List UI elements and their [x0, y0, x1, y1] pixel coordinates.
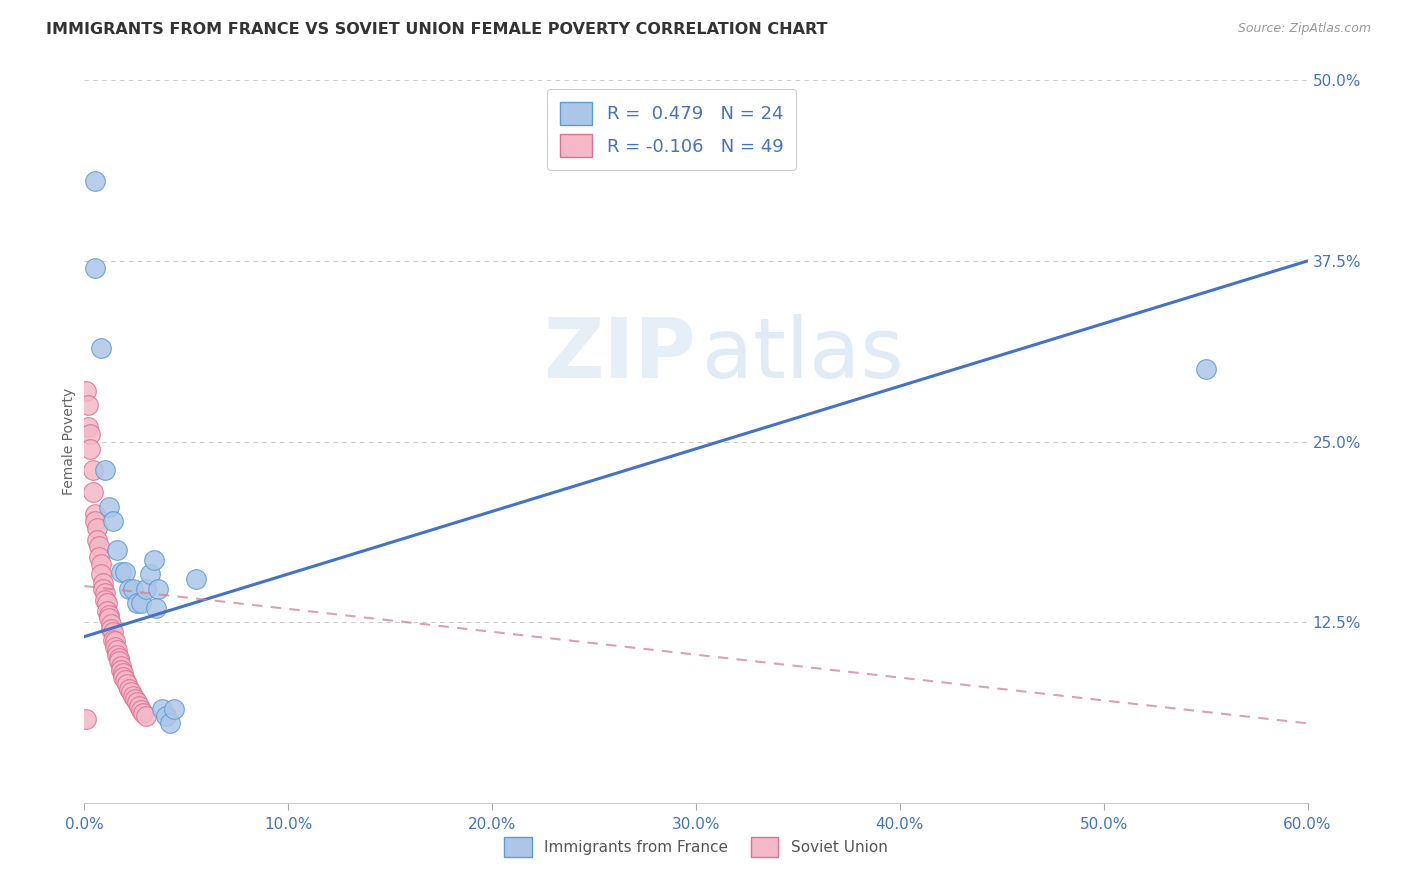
Point	[112, 670, 135, 684]
Text: IMMIGRANTS FROM FRANCE VS SOVIET UNION FEMALE POVERTY CORRELATION CHART: IMMIGRANTS FROM FRANCE VS SOVIET UNION F…	[46, 22, 828, 37]
Point	[145, 600, 167, 615]
Point	[122, 689, 145, 703]
Point	[90, 567, 112, 582]
Point	[83, 507, 105, 521]
Point	[82, 463, 104, 477]
Point	[83, 261, 105, 276]
Y-axis label: Female Poverty: Female Poverty	[62, 388, 76, 495]
Point	[110, 663, 132, 677]
Point	[101, 625, 124, 640]
Legend: Immigrants from France, Soviet Union: Immigrants from France, Soviet Union	[494, 826, 898, 867]
Point	[96, 604, 118, 618]
Point	[100, 623, 122, 637]
Point	[101, 514, 124, 528]
Text: atlas: atlas	[702, 314, 904, 395]
Point	[101, 632, 124, 647]
Point	[104, 634, 127, 648]
Point	[96, 596, 118, 610]
Point	[120, 684, 142, 698]
Point	[97, 611, 120, 625]
Point	[112, 665, 135, 680]
Point	[132, 706, 155, 721]
Point	[104, 640, 127, 654]
Point	[77, 398, 100, 412]
Point	[93, 593, 115, 607]
Point	[93, 463, 115, 477]
Point	[114, 565, 136, 579]
Point	[91, 576, 114, 591]
Point	[127, 695, 149, 709]
Point	[108, 651, 131, 665]
Point	[124, 691, 146, 706]
Point	[93, 586, 115, 600]
Point	[146, 582, 169, 596]
Point	[100, 616, 122, 631]
Point	[79, 427, 101, 442]
Point	[105, 648, 128, 663]
Point	[135, 709, 157, 723]
Point	[131, 703, 153, 717]
Point	[91, 582, 114, 596]
Point	[131, 596, 153, 610]
Point	[186, 572, 208, 586]
Point	[79, 442, 101, 456]
Point	[90, 558, 112, 572]
Point	[82, 485, 104, 500]
Point	[155, 709, 177, 723]
Point	[142, 553, 165, 567]
Point	[90, 341, 112, 355]
Point	[97, 500, 120, 514]
Point	[138, 567, 160, 582]
Point	[75, 712, 97, 726]
Point	[83, 514, 105, 528]
Point	[118, 681, 141, 696]
Point	[86, 521, 108, 535]
Point	[110, 565, 132, 579]
Point	[163, 702, 186, 716]
Point	[110, 658, 132, 673]
Point	[127, 596, 149, 610]
Point	[122, 582, 145, 596]
Point	[150, 702, 173, 716]
Point	[128, 698, 150, 713]
Point	[118, 582, 141, 596]
Point	[105, 542, 128, 557]
Point	[115, 677, 138, 691]
Point	[87, 550, 110, 565]
Text: ZIP: ZIP	[544, 314, 696, 395]
Text: Source: ZipAtlas.com: Source: ZipAtlas.com	[1237, 22, 1371, 36]
Point	[1195, 362, 1218, 376]
Point	[77, 420, 100, 434]
Point	[159, 716, 181, 731]
Point	[87, 539, 110, 553]
Point	[75, 384, 97, 398]
Point	[105, 642, 128, 657]
Point	[114, 673, 136, 687]
Point	[97, 607, 120, 622]
Point	[83, 174, 105, 188]
Point	[135, 582, 157, 596]
Point	[108, 654, 131, 668]
Point	[86, 533, 108, 547]
